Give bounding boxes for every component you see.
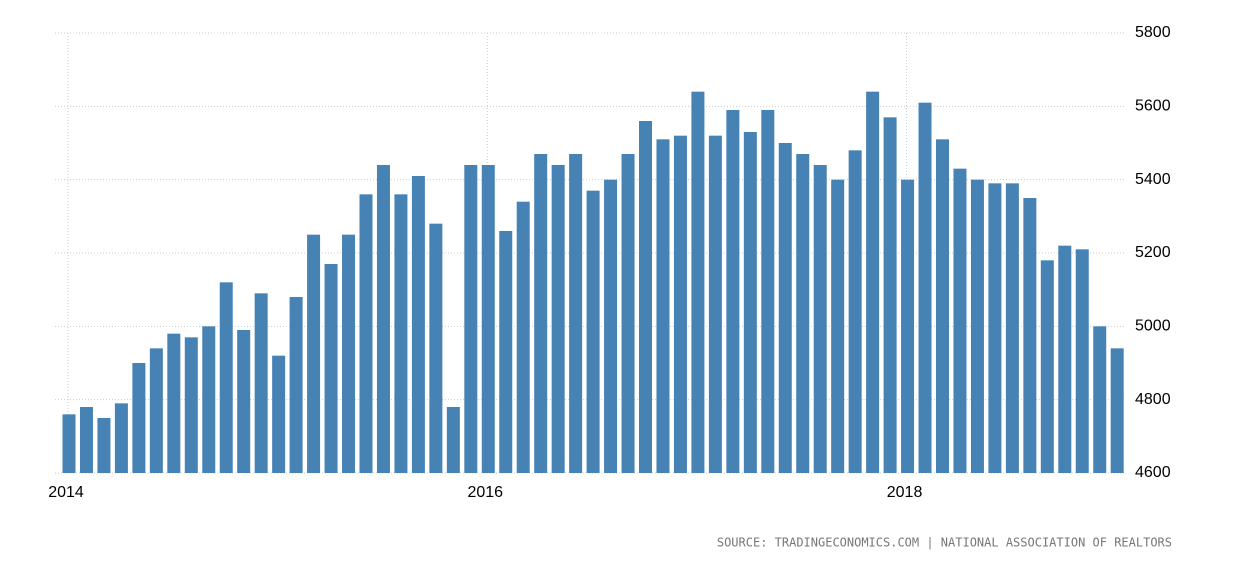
bar (726, 110, 740, 473)
bar (1075, 249, 1089, 473)
bar (359, 194, 373, 474)
bar (202, 326, 216, 473)
bar (149, 348, 163, 473)
y-tick-label: 5600 (1135, 98, 1171, 115)
bar (97, 418, 111, 473)
y-tick-label: 4800 (1135, 391, 1171, 408)
bar (1093, 326, 1107, 473)
bar (464, 165, 478, 473)
bar (429, 223, 443, 473)
bar (394, 194, 408, 474)
bar (481, 165, 495, 473)
x-tick-label: 2014 (48, 484, 84, 501)
bar (604, 179, 618, 473)
bar (848, 150, 862, 474)
bar (918, 102, 932, 474)
y-tick-label: 5400 (1135, 171, 1171, 188)
bar (307, 234, 321, 473)
bar (691, 91, 705, 474)
bar (411, 176, 425, 473)
bar (988, 183, 1002, 474)
bar (551, 165, 565, 473)
bar (499, 231, 513, 473)
x-tick-label: 2018 (887, 484, 923, 501)
bar (342, 234, 356, 473)
bar (516, 201, 530, 473)
bar (1058, 245, 1072, 473)
bar (778, 143, 792, 473)
bar (219, 282, 233, 473)
source: SOURCE: TRADINGECONOMICS.COM | NATIONAL … (717, 536, 1172, 550)
bar (639, 121, 653, 473)
bar (132, 363, 146, 473)
bar (1005, 183, 1019, 474)
bar (866, 91, 880, 474)
bar (743, 132, 757, 473)
bar (796, 154, 810, 473)
bar (1040, 260, 1054, 473)
bar (936, 139, 949, 474)
bar (167, 333, 181, 473)
y-tick-label: 5000 (1135, 318, 1171, 335)
bar (446, 407, 460, 473)
bar (621, 154, 635, 473)
bar (376, 165, 390, 473)
bar (1023, 198, 1037, 473)
x-tick-label: 2016 (467, 484, 503, 501)
bar (970, 179, 984, 473)
bar (272, 355, 286, 473)
bar (673, 135, 687, 473)
bar (1110, 348, 1124, 473)
bar (656, 139, 670, 474)
bar (901, 179, 915, 473)
bar (184, 337, 198, 473)
bar (62, 414, 76, 473)
y-tick-label: 5800 (1135, 24, 1171, 41)
bar (237, 330, 251, 473)
bar (254, 293, 268, 473)
bar (569, 154, 583, 473)
bar (883, 117, 897, 473)
bar (586, 190, 600, 473)
bar (708, 135, 722, 473)
bar (114, 403, 128, 473)
bar (831, 179, 845, 473)
bar (813, 165, 827, 473)
bar (79, 407, 93, 473)
y-tick-label: 5200 (1135, 244, 1171, 261)
y-tick-label: 4600 (1135, 464, 1171, 481)
bar (324, 264, 338, 473)
bar (953, 168, 967, 473)
bar (761, 110, 775, 473)
bar (289, 297, 303, 473)
bar (534, 154, 548, 473)
